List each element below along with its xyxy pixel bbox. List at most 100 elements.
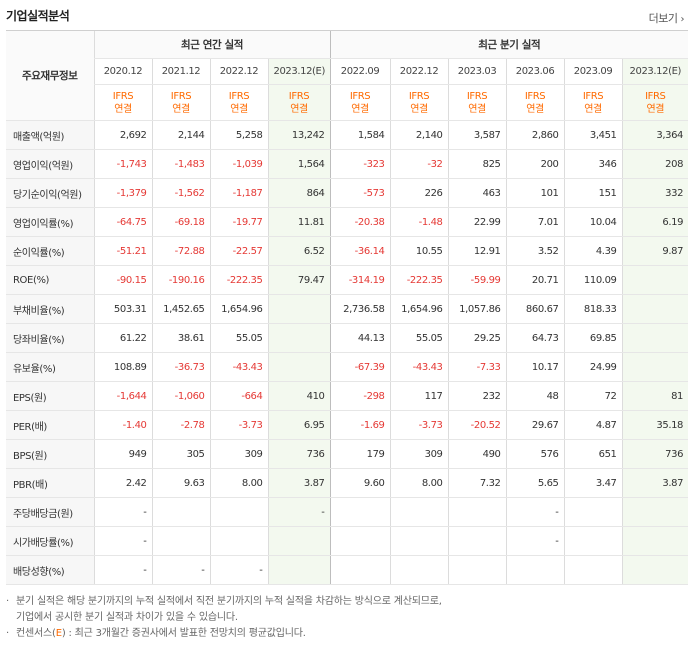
table-cell — [389, 526, 449, 556]
table-cell: -664 — [209, 381, 268, 411]
table-cell: 11.81 — [267, 207, 331, 237]
basis-header: IFRS 연결 — [505, 84, 565, 121]
table-cell: 108.89 — [93, 352, 152, 382]
table-cell — [447, 497, 507, 527]
table-cell: -222.35 — [209, 265, 268, 295]
row-label: 유보율(%) — [6, 352, 94, 382]
table-cell: -32 — [389, 149, 449, 179]
row-label: 영업이익률(%) — [6, 207, 94, 237]
table-cell — [621, 294, 689, 324]
period-header: 2022.12 — [389, 58, 449, 85]
table-cell: 44.13 — [329, 323, 391, 353]
table-cell: - — [505, 526, 565, 556]
table-cell — [621, 497, 689, 527]
basis-header: IFRS 연결 — [267, 84, 331, 121]
table-cell: -1,187 — [209, 178, 268, 208]
basis-consolidation: 연결 — [290, 103, 308, 115]
row-label: ROE(%) — [6, 265, 94, 295]
table-cell — [621, 352, 689, 382]
table-cell: -573 — [329, 178, 391, 208]
table-cell: 8.00 — [209, 468, 268, 498]
chevron-right-icon: › — [680, 14, 685, 25]
table-cell: -72.88 — [151, 236, 210, 266]
basis-standard: IFRS — [349, 90, 371, 102]
table-cell — [329, 526, 391, 556]
table-cell: 208 — [621, 149, 689, 179]
table-cell: 9.60 — [329, 468, 391, 498]
table-row: 영업이익(억원) -1,743 -1,483 -1,039 1,564 -323 -32 82… — [6, 149, 689, 179]
table-cell: 1,584 — [329, 120, 391, 150]
table-cell — [563, 526, 623, 556]
table-cell: 3.87 — [621, 468, 689, 498]
basis-consolidation: 연결 — [351, 103, 369, 115]
table-cell: -314.19 — [329, 265, 391, 295]
table-cell: - — [151, 555, 210, 585]
table-row: 영업이익률(%) -64.75 -69.18 -19.77 11.81 -20.38 -1.… — [6, 207, 689, 237]
bullet-icon: · — [6, 628, 9, 639]
table-cell: 179 — [329, 439, 391, 469]
row-label: PBR(배) — [6, 468, 94, 498]
basis-consolidation: 연결 — [114, 103, 132, 115]
table-cell: 6.19 — [621, 207, 689, 237]
group-header-row: 주요재무정보 최근 연간 실적 최근 분기 실적 — [6, 30, 689, 121]
basis-consolidation: 연결 — [230, 103, 248, 115]
basis-standard: IFRS — [524, 90, 546, 102]
table-cell: 29.25 — [447, 323, 507, 353]
table-cell — [621, 526, 689, 556]
table-cell: 9.87 — [621, 236, 689, 266]
table-cell: 309 — [389, 439, 449, 469]
table-cell: 10.17 — [505, 352, 565, 382]
table-cell — [621, 555, 689, 585]
table-row: 순이익률(%) -51.21 -72.88 -22.57 6.52 -36.14 10.55… — [6, 236, 689, 266]
table-cell: - — [93, 497, 152, 527]
table-cell — [151, 497, 210, 527]
table-cell: 81 — [621, 381, 689, 411]
basis-consolidation: 연결 — [172, 103, 190, 115]
table-cell: -298 — [329, 381, 391, 411]
table-row: 주당배당금(원) - - - — [6, 497, 689, 527]
table-cell — [389, 497, 449, 527]
row-label: 배당성향(%) — [6, 555, 94, 585]
table-cell: 9.63 — [151, 468, 210, 498]
table-cell: 1,564 — [267, 149, 331, 179]
table-cell — [329, 555, 391, 585]
table-cell — [267, 555, 331, 585]
row-label: 순이익률(%) — [6, 236, 94, 266]
table-cell: 6.95 — [267, 410, 331, 440]
row-label: 주당배당금(원) — [6, 497, 94, 527]
basis-header: IFRS 연결 — [93, 84, 152, 121]
table-cell: -1.48 — [389, 207, 449, 237]
table-cell: 101 — [505, 178, 565, 208]
table-cell: 651 — [563, 439, 623, 469]
more-link[interactable]: 더보기 › — [649, 10, 685, 26]
table-cell: -19.77 — [209, 207, 268, 237]
estimate-mark: E — [55, 628, 62, 639]
table-cell: -1.40 — [93, 410, 152, 440]
table-cell: 3.52 — [505, 236, 565, 266]
table-cell: 79.47 — [267, 265, 331, 295]
financial-table: 주요재무정보 최근 연간 실적 최근 분기 실적 2020.12 2021.12 2022… — [6, 30, 689, 585]
table-cell: 61.22 — [93, 323, 152, 353]
table-cell: -222.35 — [389, 265, 449, 295]
table-cell — [209, 497, 268, 527]
period-header: 2023.12(E) — [267, 58, 331, 85]
table-cell: -43.43 — [209, 352, 268, 382]
row-label: PER(배) — [6, 410, 94, 440]
table-cell: -64.75 — [93, 207, 152, 237]
footnote-text: 컨센서스( — [16, 628, 56, 639]
table-cell: 503.31 — [93, 294, 152, 324]
table-cell — [151, 526, 210, 556]
row-label: BPS(원) — [6, 439, 94, 469]
table-cell: -323 — [329, 149, 391, 179]
table-cell: -190.16 — [151, 265, 210, 295]
basis-standard: IFRS — [408, 90, 430, 102]
basis-consolidation: 연결 — [468, 103, 486, 115]
quarter-group-header: 최근 분기 실적 — [329, 30, 689, 59]
table-row: 배당성향(%) - - - — [6, 555, 689, 585]
annual-group-header: 최근 연간 실적 — [93, 30, 331, 59]
basis-header: IFRS 연결 — [621, 84, 689, 121]
table-cell: 2,144 — [151, 120, 210, 150]
table-cell: -1,039 — [209, 149, 268, 179]
table-cell: 736 — [621, 439, 689, 469]
table-cell: 3,587 — [447, 120, 507, 150]
